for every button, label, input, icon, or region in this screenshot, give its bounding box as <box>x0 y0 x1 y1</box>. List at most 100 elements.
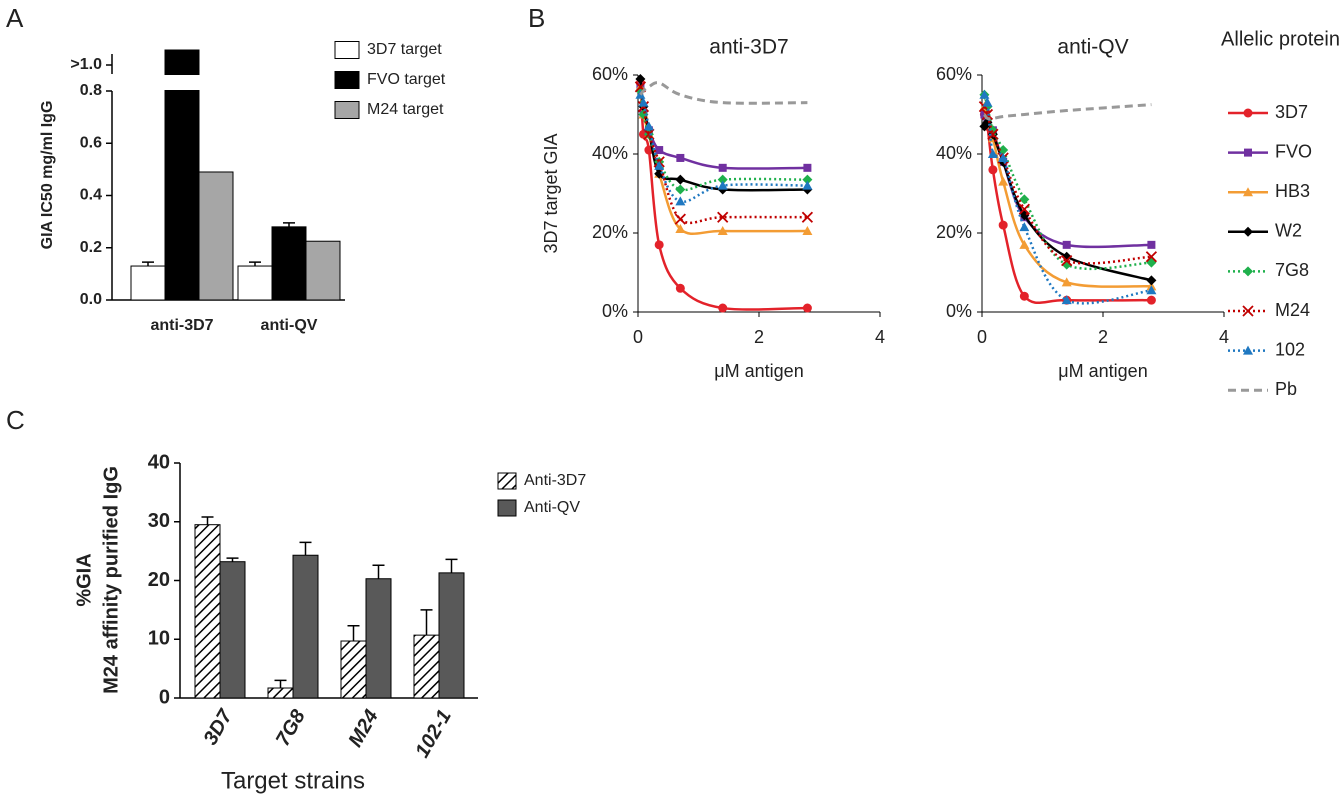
point <box>998 220 1008 230</box>
x-axis-label: μM antigen <box>714 361 803 381</box>
y-axis-label: 3D7 target GIA <box>541 133 561 253</box>
legend-marker <box>1243 345 1253 355</box>
bar <box>198 171 234 301</box>
point <box>1061 277 1072 287</box>
legend-swatch <box>334 101 360 119</box>
legend-label: FVO <box>1275 141 1312 161</box>
point <box>675 224 686 234</box>
point <box>802 303 812 313</box>
point <box>987 149 998 158</box>
y-tick-label: 0.4 <box>80 187 102 204</box>
point <box>1146 275 1157 286</box>
point <box>654 168 665 179</box>
panel-letter: C <box>6 405 25 435</box>
point <box>1145 251 1158 263</box>
point <box>802 180 813 190</box>
error-bar <box>201 516 214 525</box>
error-bar <box>249 261 261 267</box>
legend-label: 102 <box>1275 339 1305 359</box>
point <box>676 153 685 162</box>
x-axis-label: μM antigen <box>1058 361 1147 381</box>
bar <box>237 265 273 301</box>
legend-marker <box>1243 226 1253 237</box>
point <box>675 196 686 206</box>
error-bar <box>445 558 458 573</box>
series-line <box>639 81 808 105</box>
legend-label: 3D7 target <box>367 41 442 58</box>
bar <box>219 561 246 699</box>
y-tick-label: 0 <box>159 686 170 708</box>
y-tick-label: 40 <box>148 451 170 473</box>
point <box>635 73 646 84</box>
point <box>1018 203 1030 215</box>
error-bar <box>372 564 385 579</box>
point <box>674 213 686 225</box>
x-tick-label: 2 <box>754 327 764 347</box>
bar <box>267 687 294 699</box>
bar <box>292 554 319 699</box>
y-tick-label: 0.6 <box>80 134 102 151</box>
error-bar <box>274 679 287 689</box>
error-bar <box>299 541 312 556</box>
y-tick-label: 40% <box>592 143 628 163</box>
x-tick-label: anti-QV <box>261 317 318 334</box>
point <box>717 211 729 223</box>
point <box>979 89 990 99</box>
point <box>802 174 813 185</box>
x-tick-label: 102-1 <box>411 706 456 761</box>
legend-label: Anti-3D7 <box>524 472 586 489</box>
point <box>655 146 664 155</box>
point <box>801 211 814 223</box>
point <box>1019 239 1030 249</box>
y-tick-label: 0.0 <box>80 291 102 308</box>
error-bar <box>226 557 239 562</box>
x-tick-label: 2 <box>1098 327 1108 347</box>
y-tick-label: >1.0 <box>70 56 102 73</box>
point <box>643 121 654 131</box>
point <box>717 174 728 185</box>
point <box>675 174 686 185</box>
series-line <box>983 103 1152 121</box>
bar <box>194 524 221 699</box>
y-tick-label: 20 <box>148 569 170 591</box>
legend-marker <box>1243 266 1253 277</box>
point <box>987 128 999 140</box>
legend-marker <box>1244 148 1252 157</box>
y-axis-label: GIA IC50 mg/ml IgG <box>39 101 56 250</box>
series-line <box>639 86 808 236</box>
legend-label: FVO target <box>367 71 446 88</box>
y-tick-label: 0% <box>946 301 972 321</box>
y-axis-label: %GIA <box>73 553 95 606</box>
axis-break <box>104 75 345 90</box>
point <box>1062 240 1071 249</box>
point <box>675 184 686 195</box>
error-bar <box>347 624 360 642</box>
x-tick-label: anti-3D7 <box>150 317 213 334</box>
legend-marker <box>1243 187 1253 197</box>
point <box>1147 240 1156 249</box>
legend-label: M24 target <box>367 101 444 118</box>
y-tick-label: 0.8 <box>80 82 102 99</box>
error-bar <box>420 609 433 636</box>
x-tick-label: 0 <box>633 327 643 347</box>
y-tick-label: 20% <box>592 222 628 242</box>
legend-swatch <box>497 499 517 517</box>
legend-label: 7G8 <box>1275 260 1309 280</box>
y-tick-label: 60% <box>592 64 628 84</box>
x-tick-label: 4 <box>875 327 885 347</box>
bar <box>365 578 392 699</box>
legend-label: W2 <box>1275 221 1302 241</box>
panel-letter: B <box>528 3 545 33</box>
legend-marker <box>1242 305 1254 317</box>
legend-marker <box>1243 108 1253 118</box>
series-line <box>639 90 808 192</box>
x-tick-label: 3D7 <box>199 705 237 749</box>
legend-label: HB3 <box>1275 181 1310 201</box>
point <box>638 97 649 107</box>
bar <box>438 572 465 699</box>
chart-title: anti-3D7 <box>709 36 788 59</box>
point <box>988 165 998 175</box>
y-tick-label: 30 <box>148 510 170 532</box>
legend-label: 3D7 <box>1275 102 1308 122</box>
